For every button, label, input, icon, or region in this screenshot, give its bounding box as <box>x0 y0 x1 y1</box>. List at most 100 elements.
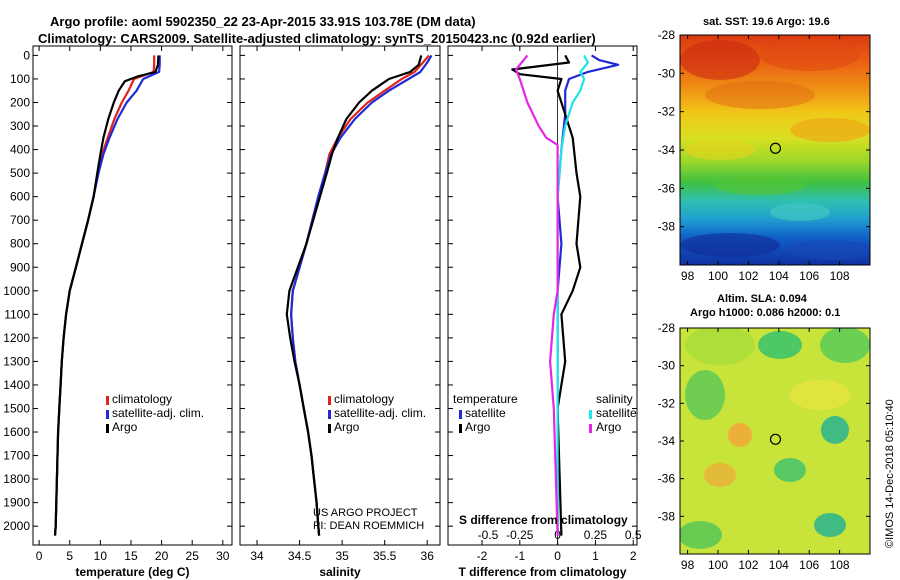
sla-map-lat-label: -32 <box>658 396 676 410</box>
temperature-xtick-label: 5 <box>66 549 73 563</box>
sst-map-lon-label: 108 <box>830 269 850 283</box>
sla-map-panel: Altim. SLA: 0.094 Argo h1000: 0.086 h200… <box>658 293 871 572</box>
legend-temp-argo: Argo <box>112 420 138 434</box>
salinity-xlabel: salinity <box>319 565 361 579</box>
sla-blob-3 <box>820 328 870 363</box>
profile-plots: 0100200300400500600700800900100011001200… <box>3 45 642 579</box>
credit-pi: PI: DEAN ROEMMICH <box>313 520 424 532</box>
depth-tick-label: 100 <box>10 72 30 86</box>
sla-map-lon-label: 102 <box>738 558 758 572</box>
depth-tick-label: 800 <box>10 237 30 251</box>
legend-temp-argo-swatch <box>106 424 109 433</box>
sst-map-float-marker <box>769 142 782 154</box>
depth-tick-label: 300 <box>10 119 30 133</box>
difference-frame <box>447 45 638 546</box>
legend-diff-temp-sat: satellite <box>465 406 506 420</box>
temperature-xtick-label: 10 <box>94 549 108 563</box>
temperature-panel: 0100200300400500600700800900100011001200… <box>3 45 233 579</box>
depth-tick-label: 1600 <box>3 425 30 439</box>
depth-tick-label: 1900 <box>3 496 30 510</box>
difference-series-t-argo <box>511 54 582 536</box>
diff-top-axis-label: S difference from climatology <box>459 513 628 527</box>
difference-xlabel: T difference from climatology <box>458 565 626 579</box>
sst-map-panel: sat. SST: 19.6 Argo: 19.6 98 100 102 104 106… <box>658 16 871 283</box>
temperature-xtick-label: 30 <box>216 549 230 563</box>
difference-xtick-label: 1 <box>592 549 599 563</box>
sla-map-axes: 98 100 102 104 106 108 -28 -30 -32 -34 -36 -38 <box>658 321 871 572</box>
sla-map-lon-label: 108 <box>830 558 850 572</box>
sla-map-lat-label: -38 <box>658 509 676 523</box>
depth-tick-label: 1700 <box>3 449 30 463</box>
sla-blob-5 <box>790 380 850 410</box>
sla-map-lat-label: -36 <box>658 472 676 486</box>
sla-map-lon-label: 100 <box>708 558 728 572</box>
temperature-xtick-label: 0 <box>36 549 43 563</box>
sst-warm-blob-4 <box>790 118 870 142</box>
depth-tick-label: 1800 <box>3 472 30 486</box>
sst-map-lat-label: -32 <box>658 105 676 119</box>
depth-tick-label: 1400 <box>3 378 30 392</box>
sla-map-lat-label: -28 <box>658 321 676 335</box>
sst-map-lat-label: -38 <box>658 220 676 234</box>
salinity-xtick-label: 34 <box>250 549 264 563</box>
sst-warm-blob-2 <box>760 39 860 71</box>
sla-map-field <box>680 328 870 554</box>
salinity-series-argo <box>285 55 423 536</box>
depth-tick-label: 900 <box>10 260 30 274</box>
temperature-series-argo <box>53 55 160 536</box>
salinity-frame <box>239 45 441 546</box>
difference-series-s-argo <box>514 54 559 536</box>
sst-map-field <box>680 35 870 265</box>
temperature-xtick-label: 20 <box>155 549 169 563</box>
legend-temp-sat-swatch <box>106 410 109 419</box>
legend-diff-temp-argo: Argo <box>465 420 491 434</box>
difference-s-tick-label: 0.5 <box>625 528 642 542</box>
sla-map-lon-label: 106 <box>799 558 819 572</box>
legend-temp-clim: climatology <box>112 392 172 406</box>
legend-diff-temp-argo-swatch <box>459 424 462 433</box>
imos-stamp: ©IMOS 14-Dec-2018 05:10:40 <box>884 399 896 548</box>
salinity-xtick-label: 34.5 <box>288 549 312 563</box>
legend-temp-clim-swatch <box>106 396 109 405</box>
difference-xtick-label: -2 <box>477 549 488 563</box>
sst-cyan-blob <box>770 203 830 221</box>
sst-map-lon-label: 98 <box>681 269 695 283</box>
sst-map-lat-label: -34 <box>658 143 676 157</box>
legend-sal-argo: Argo <box>334 420 360 434</box>
legend-diff-sal-argo: Argo <box>596 420 622 434</box>
legend-sal-argo-swatch <box>328 424 331 433</box>
legend-sal-sat-swatch <box>328 410 331 419</box>
salinity-xtick-label: 36 <box>421 549 435 563</box>
temperature-xtick-label: 15 <box>124 549 138 563</box>
sst-map-lat-label: -28 <box>658 28 676 42</box>
legend-sal-sat: satellite-adj. clim. <box>334 406 426 420</box>
depth-tick-label: 1000 <box>3 284 30 298</box>
difference-s-tick-label: -0.25 <box>506 528 534 542</box>
title-line-1: Argo profile: aoml 5902350_22 23-Apr-201… <box>50 14 476 29</box>
difference-s-tick-label: 0.25 <box>584 528 608 542</box>
sla-blob-9 <box>680 521 722 549</box>
sla-blob-4 <box>685 370 725 420</box>
legend-diff-sal-sat: satellite <box>596 406 637 420</box>
sla-map-title: Altim. SLA: 0.094 <box>717 293 808 305</box>
difference-xtick-label: 2 <box>630 549 637 563</box>
depth-tick-label: 1200 <box>3 331 30 345</box>
temperature-frame <box>32 45 233 546</box>
sla-warm-spot <box>728 423 752 447</box>
sst-map-lat-label: -30 <box>658 66 676 80</box>
salinity-panel: 34 34.5 35 35.5 36 salinity <box>239 45 441 579</box>
temperature-xlabel: temperature (deg C) <box>75 565 189 579</box>
sst-map-lon-label: 106 <box>799 269 819 283</box>
sla-map-lat-label: -34 <box>658 434 676 448</box>
title-line-2: Climatology: CARS2009. Satellite-adjuste… <box>38 31 596 46</box>
sst-yellow-blob <box>685 140 755 160</box>
difference-xtick-label: -1 <box>514 549 525 563</box>
sla-blob-7 <box>774 458 806 482</box>
legend-difference: temperature satellite Argo salinity sate… <box>453 392 637 434</box>
sla-blob-2 <box>758 331 802 359</box>
sla-warm-spot-2 <box>704 463 736 487</box>
depth-tick-label: 1300 <box>3 354 30 368</box>
sla-blob-8 <box>814 513 846 537</box>
credit-project: US ARGO PROJECT <box>313 507 418 519</box>
